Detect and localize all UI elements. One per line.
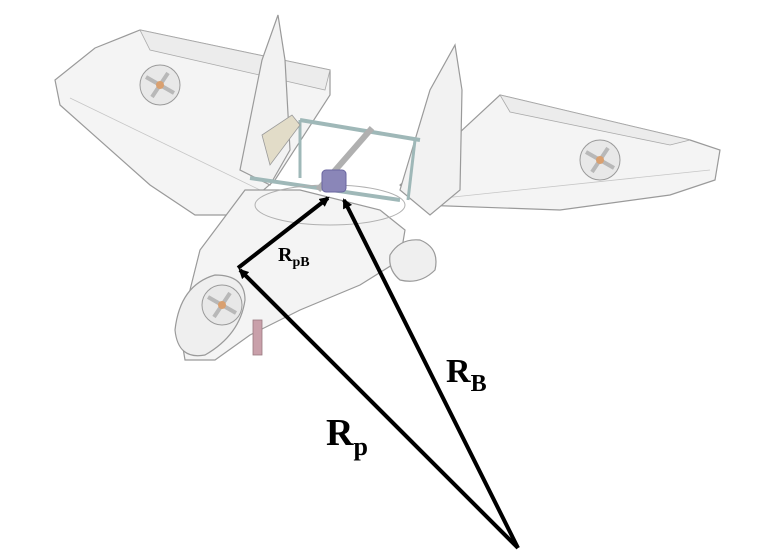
label-r-b: RB <box>446 353 487 397</box>
rotor-icon <box>201 284 243 326</box>
label-r-pb: RpB <box>278 244 310 270</box>
propeller-icon <box>315 126 375 193</box>
vector-r-p <box>238 268 520 550</box>
right-wing-panel-line <box>424 169 711 201</box>
right-nacelle <box>389 239 437 282</box>
right-wing-flap <box>499 94 691 146</box>
vector-r-b <box>342 198 520 549</box>
label-r-p: Rp <box>326 412 368 461</box>
rotor-icon <box>139 64 181 106</box>
landing-leg <box>252 319 263 356</box>
rotor-icon <box>579 139 621 181</box>
vector-r-pb <box>236 196 330 270</box>
left-wing-panel-line <box>69 97 261 191</box>
right-fin <box>399 43 463 216</box>
